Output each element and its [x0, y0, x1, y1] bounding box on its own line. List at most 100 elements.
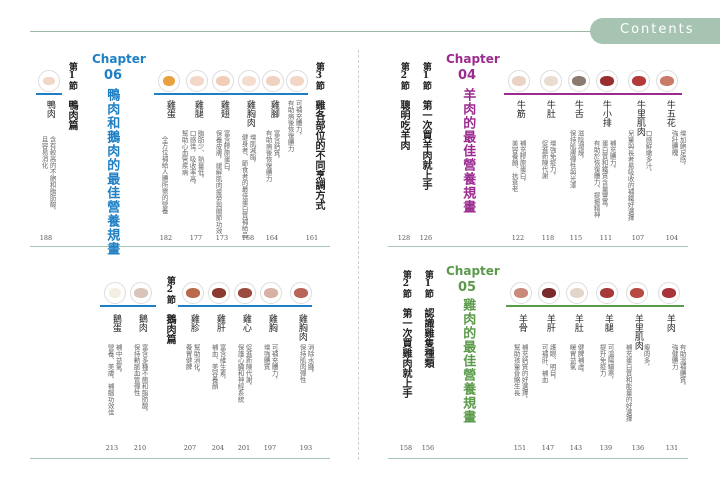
- item-name: 牛肚: [544, 100, 555, 118]
- ch06-sec1-num: 第1節: [66, 62, 77, 90]
- item-name: 鵝蛋: [110, 314, 121, 332]
- item-desc: 增強體質: [262, 344, 271, 370]
- beef-tripe-icon: [540, 70, 562, 92]
- item-desc: 幫助孩童骨骼生長: [512, 344, 521, 396]
- item-desc: 滋陰潤燥，: [576, 130, 585, 163]
- page-number: 107: [631, 234, 645, 242]
- item-name: 羊肚: [572, 314, 583, 332]
- ruler-top-left: [30, 246, 330, 247]
- lamb-leg-icon: [596, 282, 618, 304]
- item-desc: 補充體力，: [608, 140, 617, 173]
- page-number: 104: [665, 234, 679, 242]
- item-desc: 有助病後恢復體力: [286, 100, 295, 152]
- item-desc: 兒童與長者易吸收的補鐵好選擇: [626, 130, 635, 221]
- item-desc: 有助於恢復體力、提振精神: [592, 140, 601, 218]
- item-desc: 瘦肉多，: [642, 344, 651, 370]
- page-number: 111: [599, 234, 613, 242]
- ch05-title: 雞肉的最佳營養規畫: [460, 298, 476, 424]
- ch05-sec2-title: 第一次買雞肉就上手: [400, 308, 411, 398]
- ch06-chapter-word: Chapter: [92, 52, 146, 66]
- item-desc: 保養皮膚，緩解肌肉疲勞與關節功效: [214, 130, 223, 234]
- page-number: 197: [263, 444, 277, 452]
- short-rib-icon: [596, 70, 618, 92]
- chicken-cut-icon: [260, 282, 282, 304]
- item-desc: 口感鮮嫩多汁，: [644, 130, 653, 176]
- item-name: 牛五花: [664, 100, 675, 127]
- ch04-sec1-num: 第1節: [420, 62, 431, 90]
- ch06-sec1-title: 鴨肉篇: [66, 100, 77, 130]
- ch05-chapter-number: 05: [458, 280, 477, 295]
- item-name: 雞肝: [214, 314, 225, 332]
- item-desc: 補血、美容養顏: [210, 344, 219, 390]
- ch05-sec1-num: 第1節: [422, 270, 433, 298]
- ch06-items-bar: [154, 93, 308, 95]
- page-number: 201: [237, 444, 251, 452]
- goose-egg-icon: [104, 282, 126, 304]
- ruler-bottom-left: [30, 458, 330, 459]
- item-desc: 可溫陽驅寒，: [606, 344, 615, 383]
- ch06-sec3-num: 第3節: [313, 62, 324, 90]
- header-rule: [30, 31, 720, 32]
- item-desc: 富含維生素，: [218, 344, 227, 383]
- item-desc: 美容養顏、抗衰老: [510, 140, 519, 192]
- item-desc: 補充蛋白質和能量的好選擇: [624, 344, 633, 422]
- page-number: 173: [215, 234, 229, 242]
- item-desc: 可補充體力，: [270, 344, 279, 383]
- breast-fillet-icon: [290, 282, 312, 304]
- item-desc: 有助病後恢復體力: [264, 130, 273, 182]
- page-number: 115: [569, 234, 583, 242]
- item-desc: 促進新陳代謝: [540, 140, 549, 179]
- page-number: 164: [265, 234, 279, 242]
- egg-icon: [158, 70, 180, 92]
- beef-belly-icon: [656, 70, 678, 92]
- ch06-sec2-title: 鵝肉篇: [164, 314, 175, 344]
- item-name: 牛筋: [514, 100, 525, 118]
- page-number: 118: [541, 234, 555, 242]
- heart-icon: [234, 282, 256, 304]
- ch04-sec2-num: 第2節: [398, 62, 409, 90]
- ch06-title: 鴨肉和鵝肉的最佳營養規畫: [104, 88, 120, 256]
- lamb-bone-icon: [510, 282, 532, 304]
- item-desc: 保持肌肉彈性: [298, 344, 307, 383]
- item-desc: 消除水腫，: [306, 344, 315, 377]
- item-desc: 幫助心血管疾病: [180, 130, 189, 176]
- ch04-items-bar: [504, 93, 682, 95]
- item-name: 雞胸: [266, 314, 277, 332]
- item-desc: 富含多種不飽和脂肪酸，: [140, 344, 149, 416]
- ch04-sec2-title: 聰明吃羊肉: [398, 100, 409, 150]
- item-desc: 補中益氣，: [114, 344, 123, 377]
- item-name: 雞蛋: [164, 100, 175, 118]
- item-desc: 促進新陳代謝，: [244, 344, 253, 390]
- ch06-accent-bar: [36, 93, 62, 95]
- item-desc: 有助溫補體質，: [678, 344, 687, 390]
- chicken-breast-icon: [238, 70, 260, 92]
- page-number: 122: [511, 234, 525, 242]
- chicken-feet-icon: [262, 70, 284, 92]
- chicken-part-icon: [286, 70, 308, 92]
- page-number: 207: [183, 444, 197, 452]
- item-name: 鵝肉: [136, 314, 147, 332]
- ruler-bottom-right: [388, 458, 688, 459]
- contents-pill: Contents: [590, 18, 720, 44]
- page-number: 210: [133, 444, 147, 452]
- page-number: 204: [211, 444, 225, 452]
- item-desc: 補充膠原蛋白，: [518, 140, 527, 186]
- page-number: 147: [541, 444, 555, 452]
- item-desc: 富含膠原蛋白，: [222, 130, 231, 176]
- contents-header: Contents: [0, 18, 720, 44]
- item-desc: 全方位補給人體所需的營養: [160, 136, 169, 214]
- lamb-loin-icon: [626, 282, 648, 304]
- page-number: 143: [569, 444, 583, 452]
- item-name: 雞胸肉: [244, 100, 255, 127]
- ch05-chapter-word: Chapter: [446, 264, 500, 278]
- beef-tenderloin-icon: [628, 70, 650, 92]
- gizzard-icon: [182, 282, 204, 304]
- ch04-chapter-number: 04: [458, 68, 477, 83]
- item-desc: 且容易消化: [40, 136, 49, 169]
- item-name: 雞胗: [188, 314, 199, 332]
- item-name: 羊肝: [544, 314, 555, 332]
- page-number: 158: [399, 444, 413, 452]
- item-name: 羊里肌肉: [632, 314, 643, 350]
- page-number: 156: [421, 444, 435, 452]
- liver-icon: [208, 282, 230, 304]
